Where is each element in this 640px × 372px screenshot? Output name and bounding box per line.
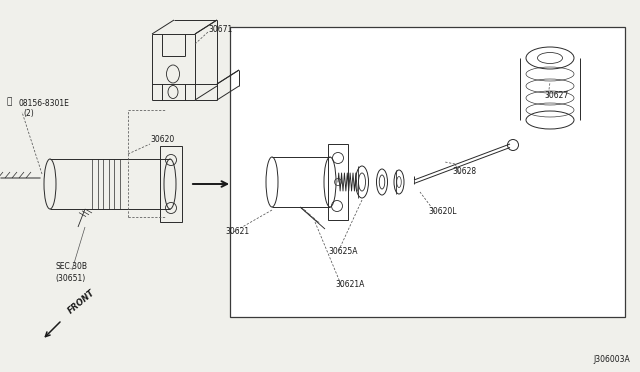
Bar — [160, 146, 182, 222]
Bar — [230, 27, 625, 317]
Text: 08156-8301E: 08156-8301E — [18, 99, 69, 108]
Text: 30627: 30627 — [544, 91, 568, 100]
Text: (2): (2) — [23, 109, 34, 118]
Text: SEC.30B: SEC.30B — [55, 262, 87, 271]
Bar — [328, 144, 348, 220]
Text: J306003A: J306003A — [593, 355, 630, 364]
Text: 30671: 30671 — [208, 25, 232, 34]
Text: (30651): (30651) — [55, 274, 85, 283]
Text: Ⓑ: Ⓑ — [6, 97, 12, 106]
Text: 30625A: 30625A — [328, 247, 358, 256]
Text: 30621A: 30621A — [335, 280, 364, 289]
Text: 30621: 30621 — [225, 227, 249, 236]
Text: 30628: 30628 — [452, 167, 476, 176]
Text: 30620L: 30620L — [428, 207, 456, 216]
Text: 30620: 30620 — [150, 135, 174, 144]
Text: FRONT: FRONT — [66, 288, 97, 316]
